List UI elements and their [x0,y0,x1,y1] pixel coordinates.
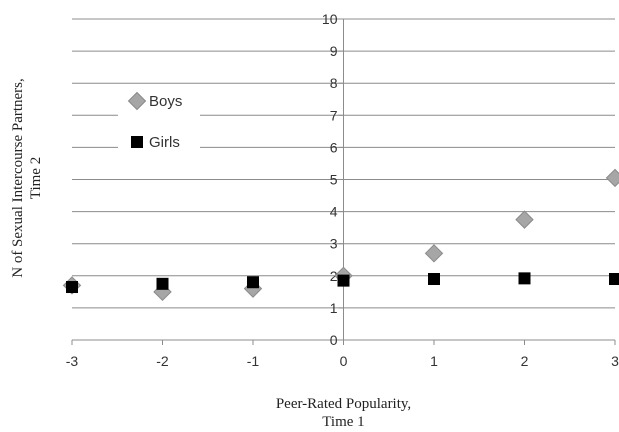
legend-label-boys: Boys [149,93,182,110]
legend-marker-girls [131,136,143,148]
y-axis-title: N of Sexual Intercourse Partners, Time 2 [10,78,44,278]
y-tick-label: 5 [330,172,338,188]
x-axis-title-line: Peer-Rated Popularity, [276,396,411,412]
y-tick-label: 3 [330,236,338,252]
y-tick-label: 1 [330,300,338,316]
legend: Boys Girls [118,84,200,158]
legend-label-girls: Girls [149,134,180,151]
axes [71,18,616,345]
y-tick-label: 10 [322,11,338,27]
point-girls [156,277,169,290]
point-girls [428,273,440,286]
point-girls [247,276,259,289]
x-tick-label: 0 [340,353,348,369]
point-boys [515,210,534,229]
y-axis-title-line: Time 2 [28,157,44,199]
y-tick-label: 4 [330,204,338,220]
x-axis-title-line: Time 1 [322,414,364,430]
x-tick-label: -3 [66,353,79,369]
y-tick-label: 7 [330,107,338,123]
x-tick-label: 2 [521,353,529,369]
point-girls [609,273,619,286]
x-tick-labels: -3 -2 -1 0 1 2 3 [66,353,619,369]
x-tick-label: -2 [156,353,169,369]
x-tick-label: 1 [430,353,438,369]
x-tick-label: -1 [247,353,260,369]
legend-marker-boys [127,91,147,111]
y-tick-labels: 0 1 2 3 4 5 6 7 8 9 10 [322,11,338,348]
point-girls [66,281,78,294]
y-tick-label: 9 [330,43,338,59]
y-tick-label: 0 [330,332,338,348]
point-boys [424,244,444,263]
data-points [62,168,619,302]
point-girls [518,272,531,285]
y-tick-label: 8 [330,75,338,91]
x-axis-title: Peer-Rated Popularity, Time 1 [276,396,411,430]
point-boys [605,168,619,188]
y-axis-title-line: N of Sexual Intercourse Partners, [10,78,26,278]
y-tick-label: 6 [330,139,338,155]
x-tick-label: 3 [611,353,619,369]
point-girls [337,274,350,287]
y-tick-label: 2 [330,268,338,284]
